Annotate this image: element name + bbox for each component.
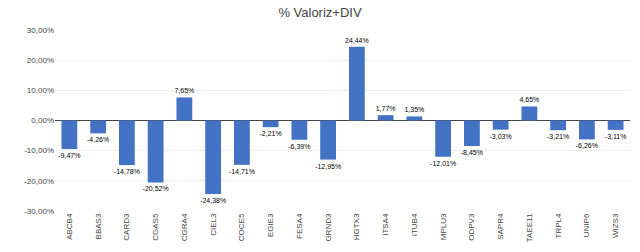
svg-text:1,35%: 1,35%: [404, 106, 424, 113]
svg-text:-20,00%: -20,00%: [24, 177, 54, 186]
svg-text:7,65%: 7,65%: [174, 87, 194, 94]
svg-text:0,00%: 0,00%: [31, 116, 54, 125]
svg-text:10,00%: 10,00%: [27, 86, 54, 95]
svg-text:ITUB4: ITUB4: [410, 213, 419, 236]
svg-text:-3,11%: -3,11%: [605, 133, 627, 140]
svg-text:SAPR4: SAPR4: [496, 213, 505, 240]
svg-text:ITSA4: ITSA4: [381, 213, 390, 236]
svg-text:COCE5: COCE5: [237, 213, 246, 241]
svg-text:ODPV3: ODPV3: [467, 213, 476, 241]
svg-text:1,77%: 1,77%: [376, 105, 396, 112]
svg-text:4,65%: 4,65%: [519, 96, 539, 103]
svg-text:WIZS3: WIZS3: [611, 213, 620, 238]
svg-text:-14,71%: -14,71%: [229, 168, 255, 175]
svg-text:EGIE3: EGIE3: [266, 213, 275, 237]
svg-text:-9,47%: -9,47%: [58, 152, 80, 159]
svg-text:-20,52%: -20,52%: [143, 185, 169, 192]
svg-text:-6,26%: -6,26%: [576, 142, 598, 149]
svg-text:CGAS5: CGAS5: [151, 213, 160, 241]
svg-text:24,44%: 24,44%: [345, 37, 369, 44]
svg-text:HGTX3: HGTX3: [352, 213, 361, 240]
svg-text:MPLU3: MPLU3: [439, 213, 448, 240]
svg-text:CARD3: CARD3: [122, 213, 131, 241]
svg-text:-3,03%: -3,03%: [490, 133, 512, 140]
svg-text:UNIP6: UNIP6: [582, 213, 591, 237]
svg-text:% Valoriz+DIV: % Valoriz+DIV: [278, 5, 362, 20]
svg-text:CGRA4: CGRA4: [180, 213, 189, 241]
svg-text:TAEE11: TAEE11: [525, 213, 534, 242]
svg-text:TRPL4: TRPL4: [554, 213, 563, 238]
svg-text:-30,00%: -30,00%: [24, 207, 54, 216]
svg-text:-8,45%: -8,45%: [461, 149, 483, 156]
svg-text:-6,39%: -6,39%: [288, 143, 310, 150]
svg-text:-10,00%: -10,00%: [24, 146, 54, 155]
svg-text:-12,95%: -12,95%: [315, 163, 341, 170]
svg-text:20,00%: 20,00%: [27, 56, 54, 65]
svg-text:-12,01%: -12,01%: [430, 160, 456, 167]
svg-text:-14,78%: -14,78%: [114, 168, 140, 175]
svg-text:CIEL3: CIEL3: [209, 213, 218, 236]
svg-text:-24,38%: -24,38%: [200, 197, 226, 204]
svg-text:FESA4: FESA4: [295, 213, 304, 239]
svg-text:30,00%: 30,00%: [27, 26, 54, 35]
svg-text:-4,26%: -4,26%: [87, 136, 109, 143]
svg-text:-3,21%: -3,21%: [547, 133, 569, 140]
svg-text:GRND3: GRND3: [324, 213, 333, 242]
svg-text:ABCB4: ABCB4: [65, 213, 74, 240]
svg-text:BBAS3: BBAS3: [94, 213, 103, 239]
svg-text:-2,21%: -2,21%: [260, 130, 282, 137]
